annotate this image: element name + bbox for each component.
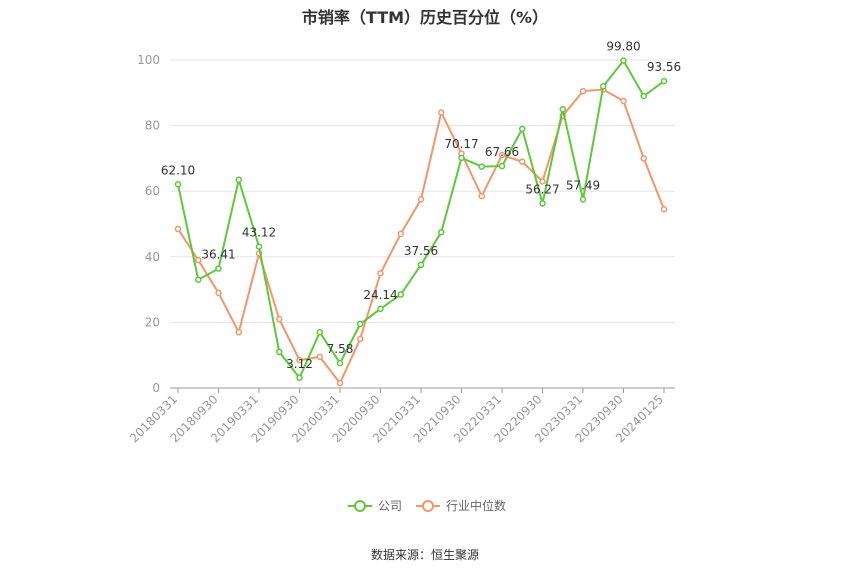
data-label: 37.56	[404, 244, 438, 258]
data-label: 3.12	[286, 357, 313, 371]
data-point	[417, 261, 425, 269]
data-point	[559, 105, 566, 113]
chart-title: 市销率（TTM）历史百分位（%）	[301, 8, 549, 27]
y-tick-label: 0	[152, 381, 160, 395]
data-point	[539, 200, 546, 207]
data-point	[357, 335, 364, 343]
data-point	[336, 359, 344, 367]
data-point	[377, 305, 384, 313]
data-point	[539, 178, 546, 185]
data-point	[397, 230, 404, 238]
data-point	[397, 291, 404, 298]
data-label: 24.14	[363, 288, 397, 302]
y-tick-label: 60	[145, 184, 160, 198]
y-tick-label: 80	[145, 119, 160, 133]
data-point	[357, 320, 364, 328]
legend-label: 行业中位数	[446, 498, 506, 513]
data-point	[660, 205, 668, 213]
data-point	[296, 356, 303, 364]
data-point	[498, 151, 506, 159]
data-label: 57.49	[566, 178, 600, 192]
data-label: 56.27	[525, 182, 559, 196]
data-label: 62.10	[161, 163, 195, 177]
data-point	[438, 109, 445, 116]
data-point	[276, 315, 283, 323]
data-point	[478, 192, 485, 200]
data-point	[640, 155, 647, 162]
data-label: 93.56	[647, 60, 681, 74]
data-point	[498, 162, 506, 170]
data-point	[235, 176, 242, 183]
data-point	[336, 379, 344, 387]
data-point	[316, 353, 323, 361]
legend-marker	[354, 500, 366, 512]
data-point	[174, 225, 182, 233]
data-point	[519, 158, 526, 165]
data-label: 99.80	[606, 40, 640, 54]
data-point	[438, 228, 445, 236]
data-point	[276, 348, 283, 356]
legend-item-1: 行业中位数	[416, 498, 506, 513]
data-point	[417, 196, 425, 203]
data-point	[235, 328, 242, 336]
data-point	[377, 269, 384, 277]
data-point	[620, 57, 627, 64]
data-point	[215, 289, 222, 297]
data-point	[255, 243, 263, 250]
data-point	[640, 92, 647, 100]
y-tick-label: 20	[145, 315, 160, 329]
legend-marker	[422, 500, 434, 512]
data-label: 70.17	[444, 137, 478, 151]
data-point	[600, 82, 607, 90]
data-label: 43.12	[242, 226, 276, 240]
data-point	[660, 77, 668, 85]
data-label: 36.41	[201, 248, 235, 262]
series-line-0	[177, 58, 665, 380]
data-source-note: 数据来源：恒生聚源	[370, 548, 479, 562]
data-label: 7.58	[327, 342, 354, 356]
y-tick-label: 40	[145, 250, 160, 264]
data-point	[620, 97, 627, 105]
data-point	[519, 125, 526, 133]
data-point	[174, 181, 182, 188]
data-point	[296, 374, 303, 382]
data-label: 67.66	[485, 145, 519, 159]
data-point	[215, 265, 222, 272]
y-tick-label: 100	[137, 53, 160, 67]
data-point	[195, 256, 202, 264]
data-point	[579, 87, 587, 95]
data-point	[458, 154, 465, 162]
data-point	[478, 163, 485, 170]
legend-item-0: 公司	[348, 499, 402, 513]
data-point	[316, 328, 323, 336]
legend-label: 公司	[378, 499, 402, 513]
data-point	[579, 196, 587, 203]
data-point	[195, 276, 202, 284]
